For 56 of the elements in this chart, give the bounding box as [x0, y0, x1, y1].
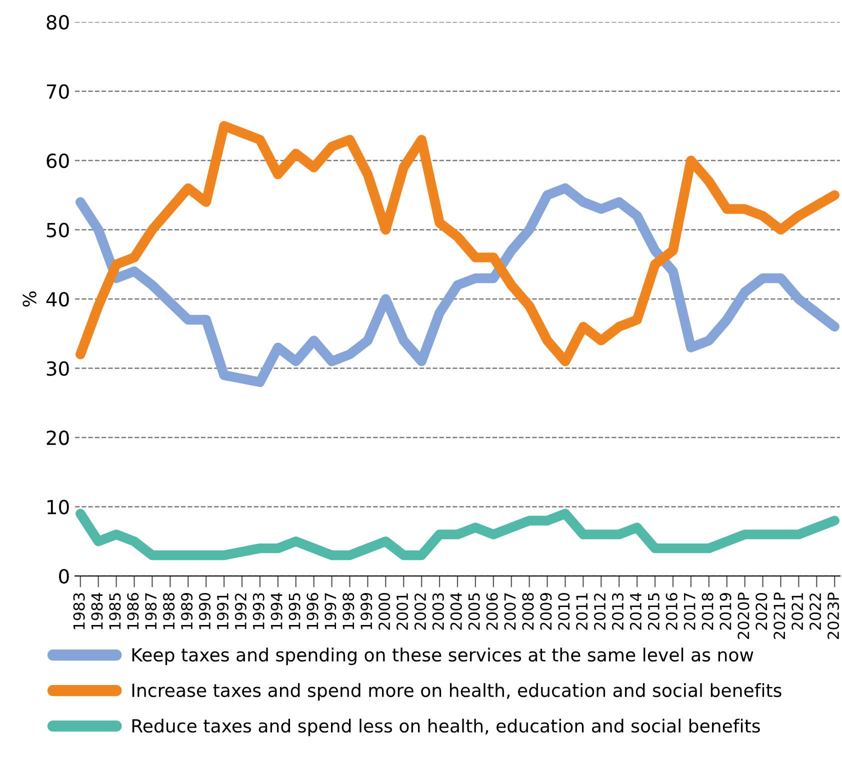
y-tick-label: 30 — [46, 361, 69, 376]
x-tick-label: 2017 — [684, 593, 696, 630]
x-tick-label: 2018 — [702, 593, 714, 630]
x-tick-label: 1995 — [288, 593, 300, 630]
x-tick-label: 1983 — [73, 593, 85, 630]
x-tick-label: 1986 — [127, 592, 139, 630]
x-tick-label: 1990 — [198, 592, 211, 630]
legend-label: Increase taxes and spend more on health, education and social benefits — [132, 683, 782, 701]
x-tick-label: 1984 — [91, 592, 103, 630]
y-tick-label: 20 — [46, 430, 69, 446]
x-tick-label: 2022 — [810, 594, 822, 630]
y-tick-label: 50 — [46, 222, 69, 238]
x-tick-label: 2021 — [792, 593, 804, 630]
y-tick-label: 70 — [46, 84, 69, 99]
x-tick-label: 2021P — [774, 592, 786, 639]
x-tick-label: 2013 — [612, 593, 624, 630]
y-tick-label: 0 — [59, 568, 69, 584]
y-tick-label: 10 — [48, 500, 69, 514]
x-tick-label: 1988 — [163, 593, 175, 630]
x-tick-label: 2004 — [450, 592, 462, 630]
x-tick-label: 1991 — [216, 593, 228, 630]
x-tick-label: 2011 — [576, 593, 588, 630]
x-tick-label: 2019 — [720, 593, 732, 630]
x-tick-label: 2015 — [648, 593, 660, 630]
x-tick-label: 1985 — [109, 593, 121, 630]
x-tick-label: 2009 — [540, 593, 552, 630]
x-tick-label: 2008 — [522, 593, 534, 630]
x-tick-label: 2006 — [486, 592, 498, 630]
x-tick-label: 1999 — [360, 593, 372, 630]
x-tick-label: 2016 — [666, 592, 678, 630]
x-tick-label: 2003 — [432, 593, 444, 630]
x-tick-label: 2001 — [396, 593, 408, 630]
x-tick-label: 2014 — [630, 592, 642, 630]
y-tick-label: 60 — [46, 153, 69, 168]
x-tick-label: 1989 — [181, 593, 193, 630]
y-axis-title: % — [22, 291, 36, 307]
x-tick-label: 1993 — [252, 593, 264, 630]
x-tick-label: 2007 — [504, 593, 516, 630]
x-tick-label: 2000 — [378, 592, 390, 630]
y-tick-label: 40 — [46, 292, 69, 307]
x-tick-label: 1996 — [306, 592, 318, 630]
x-tick-label: 1997 — [324, 593, 336, 630]
x-tick-label: 2020 — [756, 592, 768, 630]
x-tick-label: 2010 — [558, 592, 570, 630]
x-tick-label: 2002 — [414, 594, 426, 630]
x-tick-label: 1987 — [145, 593, 157, 630]
legend-label: Keep taxes and spending on these services at the same level as now — [132, 648, 754, 666]
x-tick-label: 1992 — [234, 594, 246, 630]
y-tick-label: 80 — [46, 14, 69, 30]
x-tick-label: 2020P — [738, 592, 750, 639]
x-tick-label: 2012 — [594, 594, 606, 630]
x-tick-label: 1994 — [270, 592, 282, 630]
x-tick-label: 2023P — [827, 592, 840, 639]
x-tick-label: 2005 — [468, 593, 480, 630]
legend-label: Reduce taxes and spend less on health, education and social benefits — [132, 718, 760, 736]
x-tick-label: 1998 — [342, 593, 354, 630]
